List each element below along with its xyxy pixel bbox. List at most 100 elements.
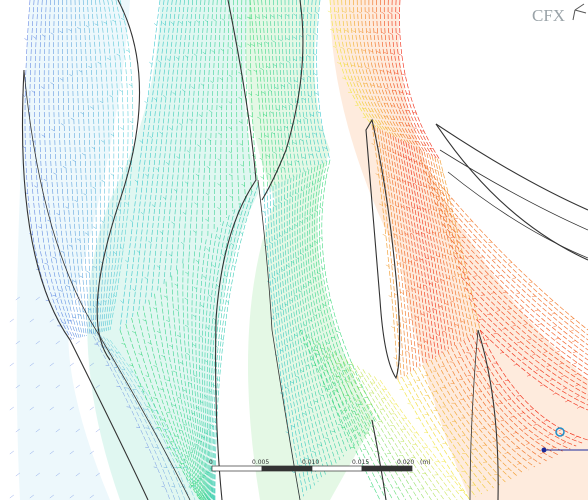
vector-arrowhead: [572, 351, 577, 354]
vector-arrowhead: [72, 159, 76, 162]
vector-streamline: [316, 0, 331, 161]
vector-arrowhead: [289, 227, 293, 230]
vector-arrowhead: [367, 31, 371, 34]
vector-streamline: [109, 0, 134, 331]
vector-arrowhead: [85, 25, 90, 28]
vector-arrowhead: [41, 34, 46, 37]
vector-arrowhead: [316, 150, 321, 153]
vector-arrowhead: [531, 295, 536, 298]
vector-arrowhead: [362, 96, 367, 98]
vector-arrowhead: [208, 110, 213, 113]
vector-streamline: [450, 347, 547, 462]
vector-arrowhead: [494, 473, 498, 476]
vector-arrowhead: [450, 300, 455, 303]
scale-unit-label: (m): [420, 459, 431, 466]
vector-arrowhead: [110, 133, 114, 137]
vector-arrowhead: [172, 92, 176, 95]
vector-arrowhead: [310, 114, 314, 117]
vector-streamline: [176, 0, 198, 271]
vector-streamline: [107, 0, 129, 331]
vector-arrowhead: [391, 263, 395, 266]
vector-arrowhead: [295, 160, 299, 163]
vector-streamline: [295, 0, 309, 171]
vector-arrowhead: [90, 106, 94, 109]
vector-streamline: [410, 145, 446, 352]
vector-arrowhead: [69, 74, 73, 77]
vector-arrowhead: [317, 309, 322, 312]
vector-arrowhead: [453, 252, 457, 255]
scale-tick-3: 0.015: [352, 459, 370, 466]
vector-arrowhead: [391, 177, 395, 180]
vector-arrowhead: [410, 232, 414, 235]
vector-streamline: [426, 362, 512, 480]
vector-streamline: [399, 0, 441, 161]
vector-arrowhead: [31, 140, 36, 143]
vector-streamline: [387, 133, 418, 369]
vector-streamline: [213, 196, 247, 500]
vector-arrowhead: [297, 120, 301, 123]
vector-arrowhead: [508, 262, 513, 264]
vector-arrowhead: [405, 289, 410, 293]
vector-arrowhead: [555, 337, 559, 340]
vector-arrowhead: [491, 292, 495, 294]
vector-arrowhead: [75, 384, 80, 389]
vector-arrowhead: [430, 337, 434, 340]
vector-arrowhead: [184, 324, 189, 328]
vector-arrowhead: [272, 204, 277, 207]
vector-arrowhead: [323, 147, 328, 149]
vector-arrowhead: [220, 337, 224, 341]
vector-arrowhead: [228, 101, 232, 104]
vector-arrowhead: [261, 210, 266, 213]
outer-shroud-1: [435, 123, 588, 261]
vector-arrowhead: [9, 450, 14, 455]
vector-arrowhead: [142, 319, 147, 322]
vector-arrowhead: [248, 200, 252, 205]
vector-arrowhead: [303, 285, 307, 288]
vector-arrowhead: [208, 389, 212, 393]
vector-arrowhead: [402, 156, 407, 159]
vector-streamline: [376, 0, 418, 149]
vector-arrowhead: [528, 281, 533, 284]
vector-arrowhead: [263, 15, 267, 19]
vector-arrowhead: [487, 313, 491, 315]
vector-streamline: [467, 337, 571, 450]
vector-arrowhead: [310, 359, 315, 361]
vector-arrowhead: [408, 158, 412, 161]
vector-arrowhead: [24, 38, 28, 41]
vector-arrowhead: [75, 428, 80, 433]
vector-arrowhead: [336, 331, 341, 333]
vector-arrowhead: [136, 250, 140, 253]
vector-arrowhead: [493, 457, 498, 459]
vector-streamline: [138, 0, 173, 311]
vector-arrowhead: [112, 19, 116, 22]
vector-arrowhead: [213, 421, 217, 424]
vector-arrowhead: [109, 95, 113, 98]
vector-arrowhead: [369, 98, 374, 100]
vector-arrowhead: [255, 93, 259, 97]
vector-streamline: [311, 165, 366, 435]
vector-arrowhead: [125, 202, 129, 206]
vector-arrowhead: [526, 374, 531, 377]
vector-arrowhead: [84, 232, 89, 235]
vector-streamline: [328, 347, 413, 500]
vector-arrowhead: [153, 365, 157, 367]
vector-arrowhead: [162, 22, 166, 26]
vector-arrowhead: [189, 118, 193, 122]
vector-streamline: [429, 154, 468, 338]
vector-arrowhead: [276, 272, 280, 275]
vector-streamline: [476, 319, 588, 406]
vector-arrowhead: [416, 207, 421, 210]
vector-arrowhead: [91, 146, 95, 150]
vector-arrowhead: [418, 162, 423, 165]
vector-arrowhead: [263, 114, 267, 117]
vector-arrowhead: [402, 261, 407, 264]
vector-arrowhead: [246, 16, 251, 20]
vector-arrowhead: [171, 486, 176, 488]
blade-1-outline: [21, 69, 149, 500]
vector-arrowhead: [15, 340, 20, 345]
vector-arrowhead: [95, 340, 100, 345]
vector-streamline: [257, 0, 272, 187]
vector-streamline: [188, 0, 206, 258]
vector-arrowhead: [444, 190, 449, 193]
